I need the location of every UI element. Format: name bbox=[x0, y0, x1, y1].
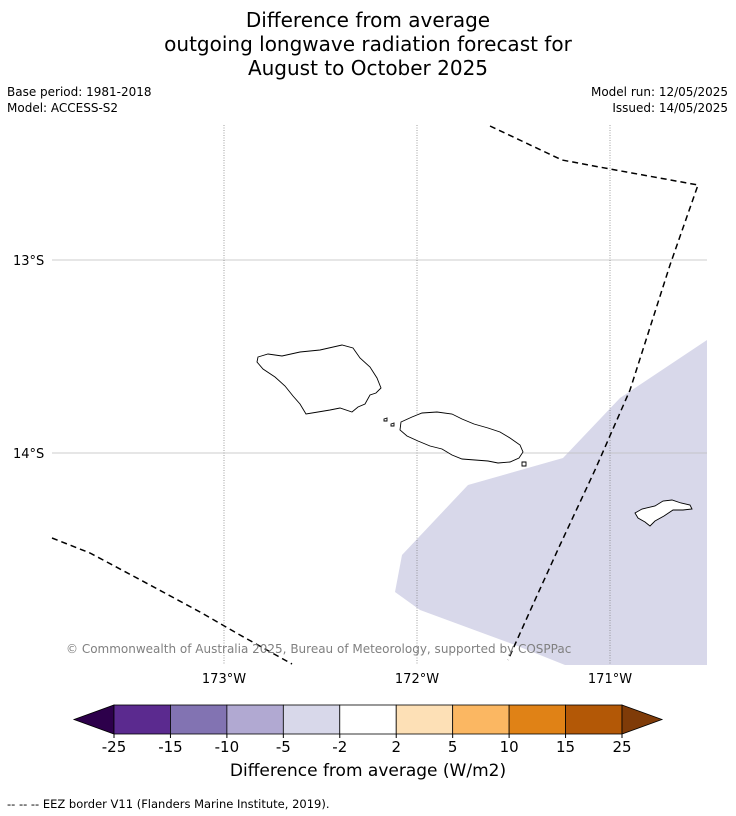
title-line-1: Difference from average bbox=[245, 8, 491, 32]
colorbar-tick-label: 10 bbox=[500, 738, 519, 756]
gridlines bbox=[52, 125, 707, 665]
colorbar-segment bbox=[226, 704, 284, 735]
model-name: Model: ACCESS-S2 bbox=[7, 101, 119, 115]
model-run: Model run: 12/05/2025 bbox=[590, 85, 728, 99]
islands bbox=[256, 344, 693, 527]
manono-island bbox=[383, 417, 388, 422]
savaii-island bbox=[256, 344, 382, 415]
colorbar-segment bbox=[339, 704, 397, 735]
nuutele-island bbox=[521, 461, 527, 467]
colorbar-segment bbox=[452, 704, 510, 735]
title-line-3: August to October 2025 bbox=[247, 56, 489, 80]
eez-borders bbox=[51, 125, 699, 665]
colorbar-segment bbox=[508, 704, 566, 735]
eez-border-upper bbox=[489, 125, 699, 661]
anomaly-shaded-region bbox=[395, 340, 707, 665]
tutuila-island bbox=[634, 499, 693, 527]
colorbar-tick-label: 15 bbox=[556, 738, 575, 756]
colorbar-tick-label: -25 bbox=[102, 738, 127, 756]
issued-date: Issued: 14/05/2025 bbox=[612, 101, 728, 115]
colorbar-segment bbox=[113, 704, 171, 735]
apolima-island bbox=[390, 422, 395, 427]
colorbar-extend-high bbox=[621, 704, 664, 735]
lon-label-171w: 171°W bbox=[588, 672, 632, 687]
colorbar-tick-label: 2 bbox=[391, 738, 401, 756]
eez-legend-note: -- -- -- EEZ border V11 (Flanders Marine… bbox=[7, 797, 330, 811]
lat-label-13s: 13°S bbox=[13, 254, 44, 269]
colorbar-tick-label: -2 bbox=[332, 738, 347, 756]
upolu-island bbox=[399, 411, 524, 464]
map-copyright: © Commonwealth of Australia 2025, Bureau… bbox=[66, 642, 571, 656]
meta-left: Base period: 1981-2018 Model: ACCESS-S2 bbox=[7, 84, 152, 116]
lon-label-172w: 172°W bbox=[395, 672, 439, 687]
lat-label-14s: 14°S bbox=[13, 447, 44, 462]
chart-title: Difference from average outgoing longwav… bbox=[0, 8, 736, 80]
eez-border-lower-left bbox=[51, 537, 293, 665]
colorbar-extend-low bbox=[72, 704, 115, 735]
colorbar-tick-label: -15 bbox=[158, 738, 183, 756]
colorbar-segment bbox=[170, 704, 228, 735]
colorbar bbox=[72, 704, 664, 735]
lon-label-173w: 173°W bbox=[202, 672, 246, 687]
meta-right: Model run: 12/05/2025 Issued: 14/05/2025 bbox=[591, 84, 728, 116]
colorbar-label: Difference from average (W/m2) bbox=[229, 761, 507, 781]
base-period: Base period: 1981-2018 bbox=[7, 85, 152, 99]
colorbar-tick-label: 5 bbox=[448, 738, 458, 756]
colorbar-tick-labels: -25 -15 -10 -5 -2 2 5 10 15 25 bbox=[102, 734, 632, 756]
colorbar-tick-label: -5 bbox=[276, 738, 291, 756]
colorbar-tick-label: -10 bbox=[215, 738, 240, 756]
colorbar-segment bbox=[395, 704, 454, 735]
colorbar-segment bbox=[282, 704, 341, 735]
colorbar-segment bbox=[565, 704, 623, 735]
colorbar-tick-label: 25 bbox=[612, 738, 631, 756]
title-line-2: outgoing longwave radiation forecast for bbox=[164, 32, 572, 56]
